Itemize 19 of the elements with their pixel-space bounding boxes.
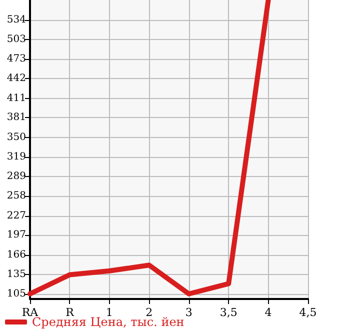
- y-tick-label: 227: [6, 210, 26, 222]
- x-tick-label: 4: [264, 306, 272, 319]
- x-tick-label: 3,5: [220, 306, 238, 319]
- y-tick-label: 289: [6, 170, 26, 182]
- y-tick-label: 473: [6, 53, 26, 64]
- y-tick-label: 166: [6, 249, 26, 260]
- y-tick-label: 534: [6, 14, 26, 26]
- y-tick-label: 350: [6, 132, 26, 143]
- x-tick-label: 4,5: [299, 306, 317, 319]
- y-tick-label: 411: [6, 92, 26, 104]
- y-tick-label: 503: [6, 34, 26, 46]
- y-tick-label: 105: [6, 288, 26, 300]
- y-tick-label: 258: [6, 190, 26, 202]
- x-tick-label: 3: [185, 306, 192, 319]
- y-tick-label: 381: [6, 112, 26, 124]
- y-tick-label: 442: [6, 73, 26, 84]
- y-tick-label: 319: [6, 152, 26, 163]
- y-tick-label: 197: [6, 230, 26, 241]
- y-tick-label: 135: [6, 269, 26, 280]
